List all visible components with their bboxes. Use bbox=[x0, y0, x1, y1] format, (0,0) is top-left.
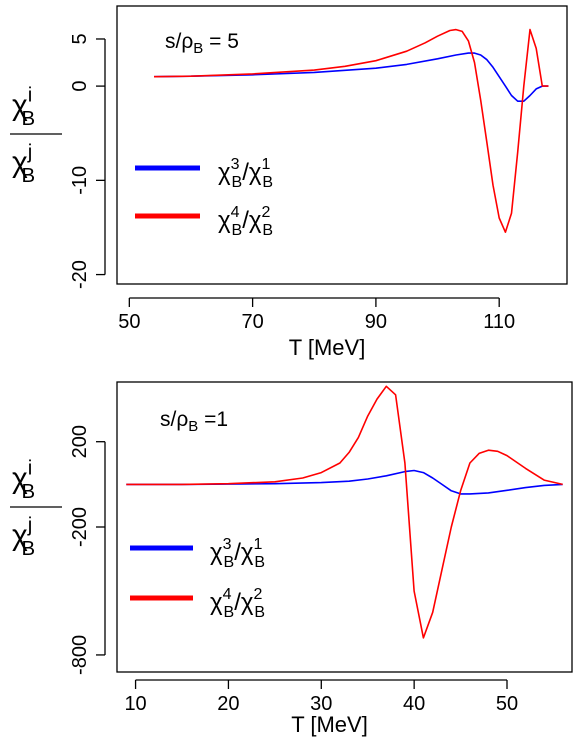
y-tick-label: 0 bbox=[69, 81, 91, 92]
x-axis-label: T [MeV] bbox=[289, 335, 366, 360]
y-tick-label: -800 bbox=[69, 635, 91, 675]
y-tick-label: -200 bbox=[69, 507, 91, 547]
x-tick-label: 110 bbox=[483, 311, 515, 333]
series-line-1 bbox=[153, 52, 549, 102]
series-line-1 bbox=[126, 469, 563, 495]
plot-frame bbox=[116, 5, 568, 285]
x-axis: 10 20 30 40 50 bbox=[124, 679, 518, 715]
series-line-2 bbox=[126, 385, 563, 639]
y-label-numerator: χi B bbox=[12, 458, 35, 503]
y-axis-label: χi B χj B bbox=[10, 458, 62, 560]
y-axis: 5 0 -10 -20 bbox=[69, 33, 106, 289]
y-tick-label: -20 bbox=[69, 260, 91, 289]
x-tick-label: 70 bbox=[241, 311, 263, 333]
legend-label-1: χ3 B/χ1 B bbox=[218, 156, 273, 191]
chart-panel-2: 10 20 30 40 50 200 -200 -800 χi B χj B T [MeV] s/ρB =… bbox=[10, 381, 573, 737]
x-tick-label: 50 bbox=[118, 311, 140, 333]
x-tick-label: 90 bbox=[365, 311, 387, 333]
x-tick-label: 20 bbox=[217, 693, 239, 715]
y-tick-label: 200 bbox=[69, 425, 91, 458]
y-tick-label: 5 bbox=[69, 33, 91, 44]
x-axis-label: T [MeV] bbox=[291, 712, 368, 737]
annotation-label: s/ρB =1 bbox=[160, 408, 228, 435]
series-line-2 bbox=[153, 28, 549, 233]
y-tick-label: -10 bbox=[69, 166, 91, 195]
y-label-denominator: χj B bbox=[12, 142, 35, 187]
x-tick-label: 30 bbox=[310, 693, 332, 715]
y-axis-label: χi B χj B bbox=[10, 85, 62, 187]
y-label-denominator: χj B bbox=[12, 515, 35, 560]
y-axis: 200 -200 -800 bbox=[69, 425, 106, 675]
x-tick-label: 40 bbox=[403, 693, 425, 715]
x-axis: 50 70 90 110 bbox=[118, 297, 515, 333]
legend-label-1: χ3 B/χ1 B bbox=[210, 536, 265, 571]
x-tick-label: 10 bbox=[124, 693, 146, 715]
legend-label-2: χ4 B/χ2 B bbox=[218, 204, 273, 239]
plot-frame bbox=[116, 381, 573, 673]
y-label-numerator: χi B bbox=[12, 85, 35, 130]
x-tick-label: 50 bbox=[496, 693, 518, 715]
annotation-label: s/ρB = 5 bbox=[165, 30, 239, 57]
legend-label-2: χ4 B/χ2 B bbox=[210, 586, 265, 621]
